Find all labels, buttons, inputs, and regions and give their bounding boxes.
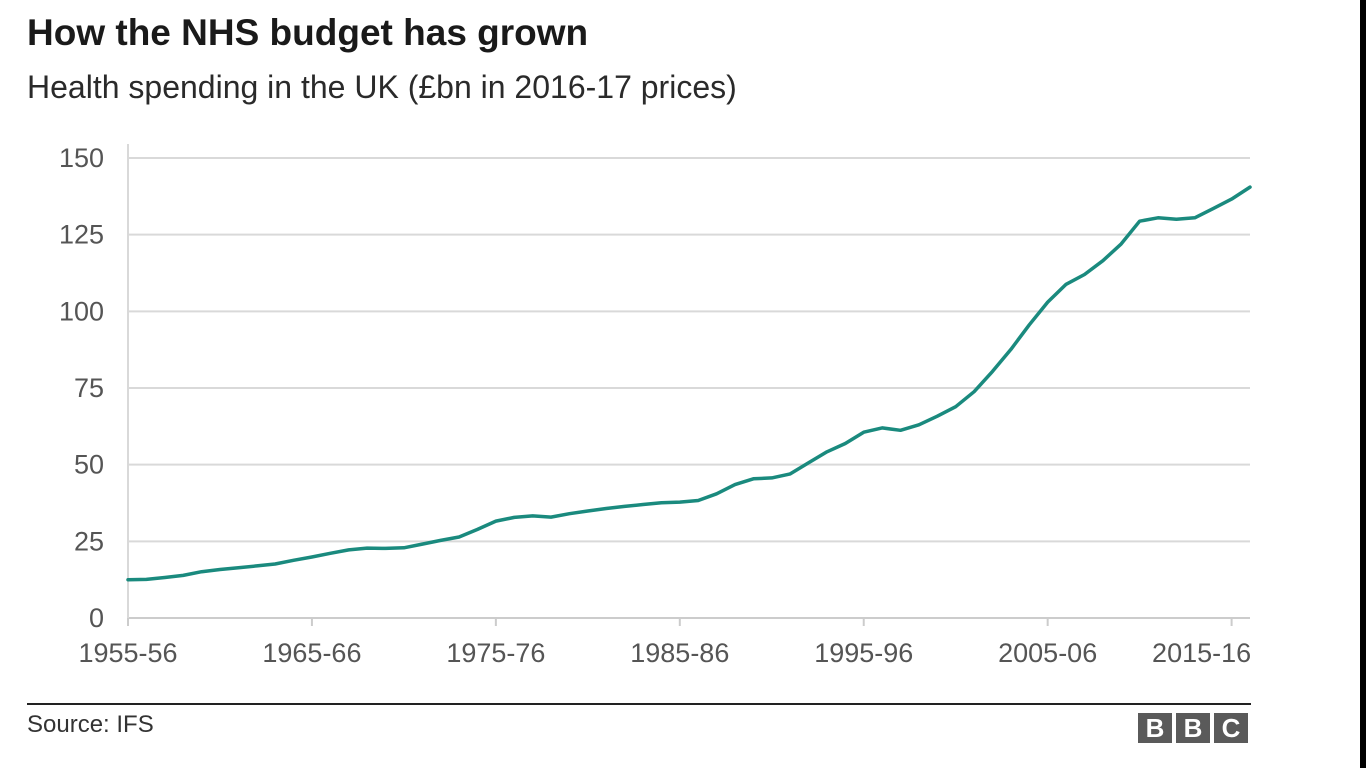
bbc-logo-letter: B bbox=[1176, 713, 1210, 743]
window-right-border bbox=[1360, 0, 1366, 768]
data-point bbox=[862, 430, 866, 434]
x-tick-label: 1985-86 bbox=[630, 638, 729, 668]
data-point bbox=[1138, 219, 1142, 223]
y-tick-label: 150 bbox=[59, 143, 104, 173]
data-point bbox=[825, 450, 829, 454]
data-point bbox=[567, 512, 571, 516]
data-point bbox=[402, 546, 406, 550]
data-point bbox=[126, 578, 130, 582]
data-point bbox=[733, 483, 737, 487]
data-point bbox=[659, 501, 663, 505]
data-point bbox=[494, 519, 498, 523]
x-axis-ticks: 1955-56 1965-66 1975-76 1985-86 1995-96 2005-… bbox=[78, 618, 1251, 668]
data-point bbox=[255, 564, 259, 568]
data-point bbox=[1064, 282, 1068, 286]
data-point bbox=[512, 515, 516, 519]
data-point bbox=[678, 500, 682, 504]
source-note: Source: IFS bbox=[27, 711, 154, 738]
data-point bbox=[880, 426, 884, 430]
x-tick-label: 1965-66 bbox=[262, 638, 361, 668]
data-point bbox=[420, 542, 424, 546]
data-point bbox=[696, 499, 700, 503]
x-tick-label: 2005-06 bbox=[998, 638, 1097, 668]
data-point bbox=[292, 558, 296, 562]
data-point bbox=[1009, 347, 1013, 351]
x-tick-label: 1975-76 bbox=[446, 638, 545, 668]
data-point bbox=[457, 535, 461, 539]
data-point bbox=[1174, 217, 1178, 221]
data-point bbox=[476, 527, 480, 531]
x-tick-label: 1995-96 bbox=[814, 638, 913, 668]
series-line-health-spending bbox=[126, 185, 1252, 582]
data-point bbox=[439, 538, 443, 542]
data-point bbox=[1119, 242, 1123, 246]
data-point bbox=[218, 568, 222, 572]
data-point bbox=[1211, 207, 1215, 211]
data-point bbox=[751, 477, 755, 481]
y-tick-label: 125 bbox=[59, 220, 104, 250]
data-point bbox=[972, 390, 976, 394]
data-point bbox=[899, 428, 903, 432]
y-tick-label: 100 bbox=[59, 296, 104, 326]
data-point bbox=[328, 551, 332, 555]
data-point bbox=[144, 577, 148, 581]
data-point bbox=[531, 514, 535, 518]
data-point bbox=[200, 570, 204, 574]
data-point bbox=[1230, 197, 1234, 201]
bbc-logo-letter: C bbox=[1214, 713, 1248, 743]
data-point bbox=[991, 369, 995, 373]
data-point bbox=[163, 576, 167, 580]
chart-title: How the NHS budget has grown bbox=[27, 12, 589, 53]
y-axis-ticks: 0 25 50 75 100 125 150 bbox=[59, 143, 104, 633]
gridlines bbox=[127, 144, 1250, 619]
data-point bbox=[1193, 216, 1197, 220]
data-point bbox=[935, 414, 939, 418]
data-point bbox=[586, 509, 590, 513]
data-point bbox=[549, 515, 553, 519]
data-point bbox=[843, 442, 847, 446]
data-point bbox=[954, 405, 958, 409]
data-point bbox=[641, 503, 645, 507]
data-point bbox=[770, 476, 774, 480]
data-point bbox=[715, 492, 719, 496]
series-layer bbox=[126, 185, 1252, 582]
data-point bbox=[1101, 259, 1105, 263]
data-point bbox=[788, 472, 792, 476]
footer-divider bbox=[27, 703, 1251, 705]
data-point bbox=[365, 546, 369, 550]
data-point bbox=[384, 546, 388, 550]
data-point bbox=[623, 504, 627, 508]
y-tick-label: 75 bbox=[74, 373, 104, 403]
data-point bbox=[1156, 216, 1160, 220]
data-point bbox=[273, 562, 277, 566]
data-point bbox=[347, 548, 351, 552]
data-point bbox=[1248, 185, 1252, 189]
y-tick-label: 25 bbox=[74, 526, 104, 556]
data-point bbox=[1027, 323, 1031, 327]
data-point bbox=[1083, 273, 1087, 277]
x-tick-label: 1955-56 bbox=[78, 638, 177, 668]
bbc-logo-letter: B bbox=[1138, 713, 1172, 743]
y-tick-label: 50 bbox=[74, 450, 104, 480]
data-point bbox=[236, 566, 240, 570]
data-point bbox=[917, 423, 921, 427]
bbc-logo: B B C bbox=[1138, 713, 1248, 743]
data-point bbox=[1046, 300, 1050, 304]
data-point bbox=[181, 573, 185, 577]
y-tick-label: 0 bbox=[89, 603, 104, 633]
chart-subtitle: Health spending in the UK (£bn in 2016-1… bbox=[27, 69, 737, 105]
data-point bbox=[807, 461, 811, 465]
data-point bbox=[310, 555, 314, 559]
x-tick-label: 2015-16 bbox=[1152, 638, 1251, 668]
data-point bbox=[604, 507, 608, 511]
